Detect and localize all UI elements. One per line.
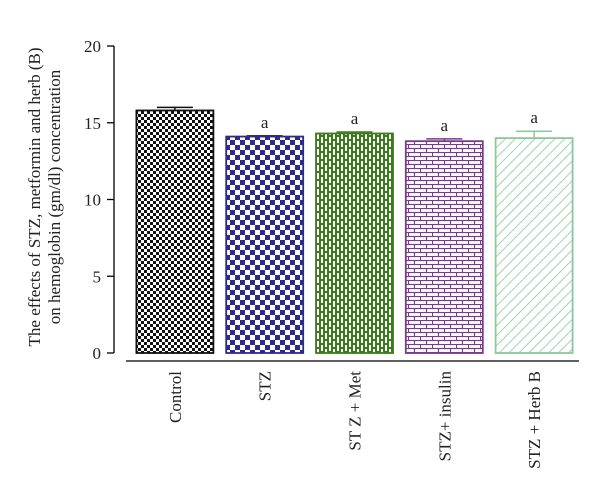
- x-tick-label-3: ST Z + Met: [346, 371, 365, 451]
- y-axis-label: The effects of STZ, metformin and herb (…: [25, 48, 64, 347]
- x-tick-label-1: Control: [166, 371, 185, 423]
- significance-label-3: a: [351, 109, 359, 128]
- y-tick-label: 20: [84, 37, 101, 56]
- y-tick-label: 0: [93, 344, 102, 363]
- bar-3: [315, 132, 394, 354]
- y-tick-label: 15: [84, 114, 101, 133]
- significance-label-4: a: [441, 116, 449, 135]
- y-tick-label: 5: [93, 267, 102, 286]
- significance-label-5: a: [530, 108, 538, 127]
- bar-5: [494, 137, 574, 354]
- axes: 0 5 10 15 20: [84, 37, 579, 363]
- bar-4: [404, 140, 484, 354]
- bar-1: [135, 109, 215, 354]
- x-tick-label-5: STZ + Herb B: [525, 371, 544, 469]
- bars: [135, 109, 574, 354]
- x-tick-label-4: STZ+ insulin: [435, 371, 454, 462]
- error-bars: [156, 106, 553, 142]
- y-axis-label-line-2: on hemoglobin (gm/dl) concentration: [45, 69, 64, 324]
- significance-label-2: a: [261, 113, 269, 132]
- y-tick-label: 10: [84, 191, 101, 210]
- bar-2: [225, 135, 305, 354]
- x-axis-tick-labels: Control STZ ST Z + Met STZ+ insulin STZ + He…: [166, 371, 544, 469]
- y-axis-label-line-1: The effects of STZ, metformin and herb (…: [25, 48, 44, 347]
- x-tick-label-2: STZ: [256, 371, 275, 401]
